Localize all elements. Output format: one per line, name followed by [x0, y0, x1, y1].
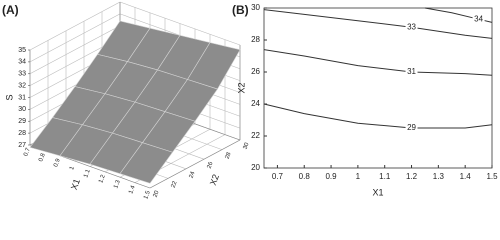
contour-label: 29: [407, 123, 416, 132]
x-axis-label: X1: [372, 187, 383, 197]
contour-label: 34: [474, 14, 483, 23]
y-axis-label: X2: [236, 82, 246, 93]
label-bg: [472, 14, 485, 25]
grid-line: [29, 25, 121, 75]
z-axis-label: S: [4, 94, 14, 100]
panel-label: (A): [2, 3, 19, 17]
x-tick-label: 0.8: [299, 172, 311, 181]
contour-line: [263, 103, 493, 129]
x-tick-label: 0.8: [38, 152, 47, 163]
x-tick-label: 1.3: [433, 172, 445, 181]
contour-label: 33: [407, 22, 416, 31]
z-tick-label: 33: [18, 71, 26, 78]
x-tick-label: 1.4: [128, 184, 137, 195]
z-tick-label: 29: [18, 118, 26, 125]
y-tick-label: 20: [251, 163, 260, 172]
y-tick-label: 22: [251, 131, 260, 140]
label-bg: [405, 123, 418, 133]
page: (A) (B) 27 28 29 30 31 32 33 34 35 0.7 0.8 0.9 1 1.1 1…: [0, 0, 500, 201]
x-tick-label: 1.5: [486, 172, 498, 181]
x-tick-label: 1: [69, 165, 76, 171]
z-tick-label: 31: [18, 94, 26, 101]
plot-frame: [263, 7, 493, 169]
contour-line: [263, 9, 493, 39]
contour-line: [424, 7, 493, 23]
x-tick-label: 1: [356, 172, 361, 181]
x-tick-label: 1.2: [406, 172, 418, 181]
x-tick-label: 1.1: [379, 172, 391, 181]
grid-line: [29, 1, 121, 51]
z-tick-label: 32: [18, 82, 26, 89]
contour-line: [263, 49, 493, 76]
y-tick-label: 30: [243, 141, 251, 150]
figure: (A) (B) 27 28 29 30 31 32 33 34 35 0.7 0.8 0.9 1 1.1 1…: [2, 1, 498, 201]
label-bg: [405, 22, 418, 33]
x-tick-label: 1.3: [113, 179, 122, 190]
y-tick-label: 28: [251, 35, 260, 44]
contour-label: 31: [407, 67, 416, 76]
z-tick-label: 27: [18, 142, 26, 149]
label-bg: [405, 67, 418, 77]
y-tick-label: 22: [171, 180, 179, 189]
x-tick-label: 0.7: [23, 147, 32, 158]
x-tick-label: 1.1: [83, 168, 92, 179]
y-axis-label: X2: [208, 173, 221, 187]
z-tick-label: 28: [18, 130, 26, 137]
y-tick-label: 20: [153, 189, 161, 198]
y-tick-label: 28: [225, 151, 233, 160]
y-tick-label: 30: [251, 3, 260, 12]
z-tick-label: 34: [18, 59, 26, 66]
x-tick-label: 1.4: [460, 172, 472, 181]
x-tick-label: 0.7: [272, 172, 284, 181]
box-edge: [149, 139, 241, 189]
x-tick-label: 1.2: [98, 174, 107, 185]
x-axis-label: X1: [69, 177, 82, 191]
x-tick-label: 0.9: [325, 172, 337, 181]
y-tick-label: 26: [251, 67, 260, 76]
x-tick-label: 0.9: [53, 157, 62, 168]
panel-label: (B): [232, 3, 249, 17]
grid-line: [29, 13, 121, 63]
z-tick-label: 35: [18, 47, 26, 54]
y-tick-label: 24: [251, 99, 260, 108]
y-tick-label: 26: [207, 161, 215, 170]
surface-cell: [119, 142, 173, 184]
z-tick-label: 30: [18, 106, 26, 113]
y-tick-label: 24: [189, 170, 197, 179]
x-tick-label: 1.5: [143, 190, 152, 201]
